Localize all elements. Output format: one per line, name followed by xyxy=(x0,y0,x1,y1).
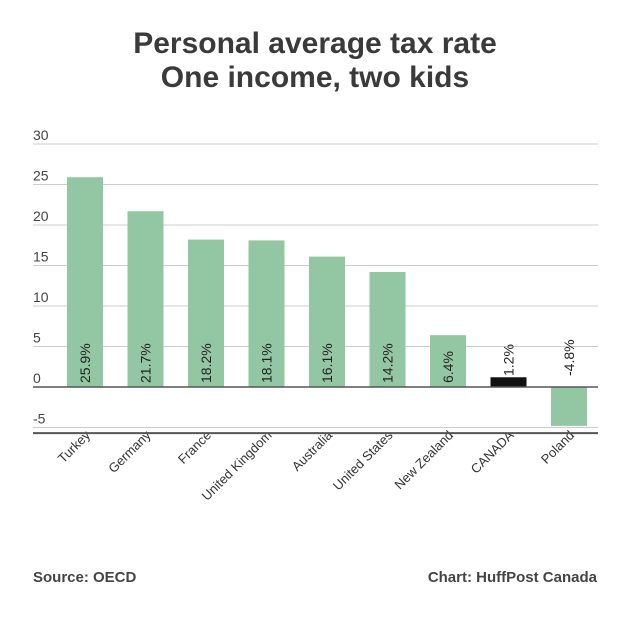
category-label: United States xyxy=(330,427,396,493)
y-tick-label: 0 xyxy=(33,370,41,386)
bar xyxy=(369,271,406,387)
y-tick-label: 15 xyxy=(33,249,49,265)
source-note: Source: OECD xyxy=(33,569,137,586)
data-label: 18.2% xyxy=(198,343,214,383)
category-label: CANADA xyxy=(468,427,517,476)
bar xyxy=(309,256,345,387)
data-label: 14.2% xyxy=(380,343,396,383)
bar xyxy=(188,239,224,387)
bar xyxy=(127,211,164,387)
data-label: 1.2% xyxy=(501,344,517,376)
chart-title-line-1: Personal average tax rate xyxy=(133,27,497,60)
y-tick-label: 25 xyxy=(33,168,49,184)
data-label: 6.4% xyxy=(440,351,456,383)
data-label: 25.9% xyxy=(77,343,93,383)
y-tick-label: 30 xyxy=(33,127,49,143)
bar xyxy=(248,240,285,387)
chart-credit: Chart: HuffPost Canada xyxy=(427,569,597,586)
data-label: 21.7% xyxy=(138,343,154,383)
y-tick-label: 20 xyxy=(33,208,49,224)
bar xyxy=(490,377,527,387)
bar xyxy=(430,335,466,387)
y-tick-label: -5 xyxy=(33,411,46,427)
data-label: 18.1% xyxy=(259,343,275,383)
data-label: -4.8% xyxy=(561,339,577,376)
y-tick-label: 5 xyxy=(33,330,41,346)
bar xyxy=(67,177,103,387)
y-tick-label: 10 xyxy=(33,289,49,305)
data-label: 16.1% xyxy=(319,343,335,383)
chart-title-line-2: One income, two kids xyxy=(160,61,470,94)
category-label: Germany xyxy=(105,427,154,476)
category-label: New Zealand xyxy=(391,428,456,493)
bar xyxy=(551,387,587,426)
